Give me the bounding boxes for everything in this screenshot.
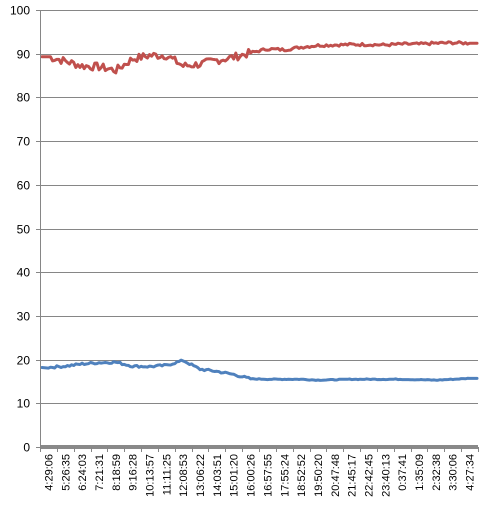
y-tick-label: 80	[17, 91, 31, 105]
x-tick-label: 20:47:48	[330, 454, 342, 497]
x-tick-label: 13:06:22	[195, 454, 207, 497]
x-tick-label: 3:30:06	[448, 454, 460, 491]
x-tick-label: 4:29:06	[43, 454, 55, 491]
x-tick-label: 10:13:57	[145, 454, 157, 497]
x-tick-label: 16:57:55	[262, 454, 274, 497]
y-tick-label: 70	[17, 135, 31, 149]
x-axis: 4:29:06 5:26:35 6:24:03 7:21:31 8:18:59 9:16:…	[40, 445, 479, 497]
x-tick-label: 16:00:26	[246, 454, 258, 497]
series-line-1	[40, 40, 479, 75]
y-tick-label: 30	[17, 310, 31, 324]
x-tick-label: 0:37:41	[397, 454, 409, 491]
x-tick-label: 9:16:28	[128, 454, 140, 491]
x-tick-label: 4:27:34	[465, 454, 477, 491]
x-tick-label: 22:42:45	[364, 454, 376, 497]
y-tick-label: 20	[17, 354, 31, 368]
x-tick-label: 21:45:17	[347, 454, 359, 497]
y-tick-label: 10	[17, 397, 31, 411]
x-tick-label: 2:32:38	[431, 454, 443, 491]
x-tick-label: 23:40:13	[380, 454, 392, 497]
y-tick-label: 0	[23, 441, 30, 455]
x-tick-label: 7:21:31	[94, 454, 106, 491]
series-line-2	[40, 358, 479, 382]
y-axis: 0 10 20 30 40 50 60 70 80 90 100	[10, 4, 41, 455]
y-tick-label: 60	[17, 179, 31, 193]
x-tick-label: 15:01:20	[229, 454, 241, 497]
series-lines	[40, 40, 479, 382]
x-tick-label: 11:11:25	[161, 454, 173, 495]
x-tick-label: 6:24:03	[77, 454, 89, 491]
x-tick-label: 1:35:09	[414, 454, 426, 491]
x-tick-label: 17:55:24	[279, 454, 291, 497]
x-tick-label: 12:08:53	[178, 454, 190, 497]
x-tick-label: 8:18:59	[111, 454, 123, 491]
y-tick-label: 100	[10, 4, 30, 18]
x-tick-label: 18:52:52	[296, 454, 308, 497]
x-tick-label: 19:50:20	[313, 454, 325, 497]
x-tick-label: 14:03:51	[212, 454, 224, 497]
y-tick-label: 40	[17, 266, 31, 280]
y-tick-label: 90	[17, 48, 31, 62]
y-tick-label: 50	[17, 223, 31, 237]
x-tick-label: 5:26:35	[60, 454, 72, 491]
